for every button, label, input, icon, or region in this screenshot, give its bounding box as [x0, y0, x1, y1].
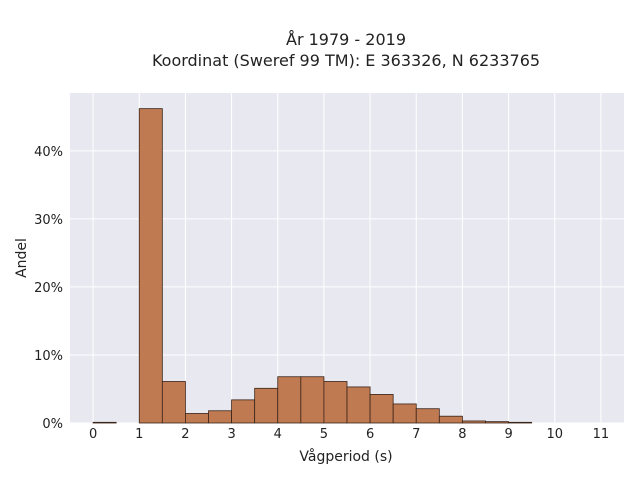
y-axis-label: Andel	[14, 238, 30, 278]
histogram-bar	[438, 415, 463, 424]
x-axis-ticks: 0 1 2 3 4 5 6 7 8 9 10 11	[89, 427, 609, 442]
histogram-bar	[231, 399, 256, 424]
histogram-bar	[346, 386, 371, 424]
x-tick-label: 2	[181, 427, 189, 442]
x-tick-label: 9	[504, 427, 512, 442]
x-tick-label: 6	[366, 427, 374, 442]
histogram-bar	[277, 376, 302, 424]
y-tick-label: 0%	[42, 417, 63, 432]
bars-group	[92, 108, 533, 424]
histogram-bar	[300, 376, 325, 424]
x-tick-label: 8	[458, 427, 466, 442]
histogram-bar	[254, 387, 279, 424]
histogram-bar	[92, 421, 117, 424]
x-tick-label: 1	[135, 427, 143, 442]
x-tick-label: 3	[227, 427, 235, 442]
y-tick-label: 40%	[34, 145, 63, 160]
histogram-bar	[508, 421, 533, 424]
histogram-bar	[323, 381, 348, 424]
y-axis-ticks: 0% 10% 20% 30% 40%	[34, 145, 63, 432]
histogram-bar	[138, 108, 163, 424]
y-tick-label: 20%	[34, 281, 63, 296]
histogram-bar	[369, 394, 394, 424]
y-tick-label: 30%	[34, 213, 63, 228]
x-tick-label: 4	[274, 427, 282, 442]
histogram-bar	[415, 408, 440, 424]
y-tick-label: 10%	[34, 349, 63, 364]
x-tick-label: 7	[412, 427, 420, 442]
histogram-bar	[161, 381, 186, 424]
histogram-bar	[462, 420, 486, 424]
chart-title-line-2: Koordinat (Sweref 99 TM): E 363326, N 62…	[152, 51, 540, 70]
histogram-bar	[208, 410, 232, 424]
histogram-bar	[185, 413, 209, 424]
chart-title-line-1: År 1979 - 2019	[286, 30, 406, 49]
x-tick-label: 10	[546, 427, 563, 442]
x-tick-label: 5	[320, 427, 328, 442]
histogram-bar	[392, 403, 417, 424]
x-axis-label: Vågperiod (s)	[299, 448, 392, 465]
x-tick-label: 0	[89, 427, 97, 442]
x-tick-label: 11	[593, 427, 610, 442]
histogram-bar	[485, 421, 509, 424]
